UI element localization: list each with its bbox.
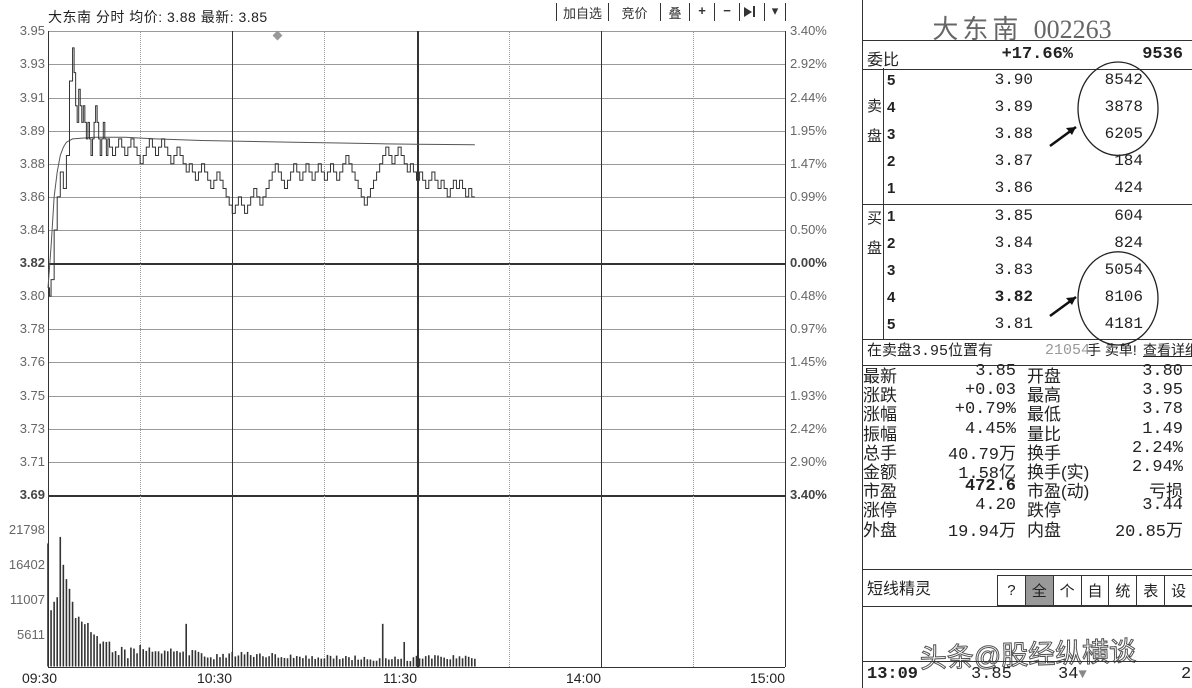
- svg-text:头条@股经纵横谈: 头条@股经纵横谈: [919, 636, 1136, 674]
